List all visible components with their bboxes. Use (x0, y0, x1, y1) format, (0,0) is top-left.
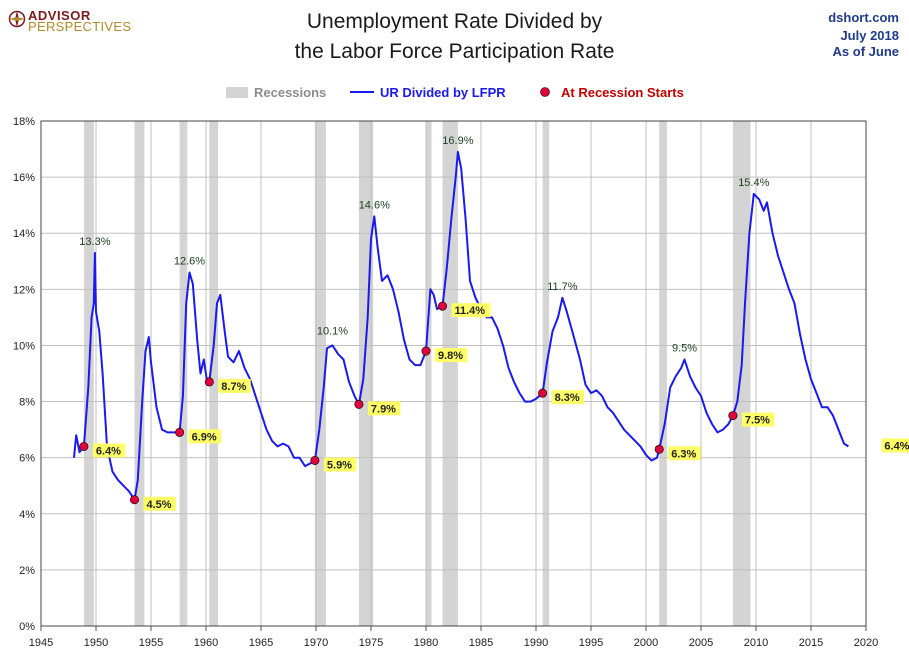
y-tick-label: 0% (19, 621, 35, 633)
recession-band (358, 121, 374, 626)
recession-start-label-background (451, 303, 491, 318)
y-tick-label: 14% (13, 228, 35, 240)
source-site: dshort.com (828, 10, 899, 25)
recession-start-label: 6.9% (192, 431, 217, 443)
legend-recessions-swatch (226, 87, 248, 98)
x-tick-label: 1965 (249, 637, 273, 649)
legend-recessions-label: Recessions (254, 85, 326, 100)
recession-start-marker (437, 301, 447, 311)
chart-title-line-2: the Labor Force Participation Rate (294, 40, 615, 63)
latest-value-label-background (881, 438, 909, 453)
y-tick-label: 2% (19, 565, 35, 577)
recession-band (134, 121, 145, 626)
peak-label: 9.5% (672, 342, 697, 354)
recession-band (442, 121, 458, 626)
recession-start-label-background (551, 390, 584, 405)
x-tick-label: 1985 (469, 637, 493, 649)
source-as-of: As of June (832, 44, 899, 59)
peak-label: 14.6% (359, 199, 390, 211)
x-tick-label: 1955 (139, 637, 163, 649)
recession-start-label-background (741, 412, 775, 427)
recession-start-marker (728, 411, 738, 421)
x-tick-label: 1970 (304, 637, 328, 649)
recession-start-label-background (323, 457, 357, 472)
chart-title-line-1: Unemployment Rate Divided by (306, 10, 603, 33)
recession-start-label: 8.7% (221, 381, 246, 393)
recession-start-label-background (435, 348, 468, 363)
peak-label: 12.6% (174, 256, 205, 268)
recession-start-marker (538, 388, 548, 398)
recession-start-marker (421, 346, 431, 356)
x-tick-label: 1975 (359, 637, 383, 649)
recession-start-label-background (143, 496, 176, 511)
legend-marker-label: At Recession Starts (561, 85, 684, 100)
y-tick-label: 12% (13, 284, 35, 296)
recession-start-marker (204, 377, 214, 387)
recession-start-label-background (92, 443, 126, 458)
y-tick-label: 8% (19, 397, 35, 409)
recession-start-label: 7.9% (371, 403, 396, 415)
recession-band (426, 121, 432, 626)
y-tick-label: 6% (19, 453, 35, 465)
peak-label: 15.4% (738, 177, 769, 189)
y-tick-label: 16% (13, 172, 35, 184)
x-tick-label: 2010 (744, 637, 768, 649)
recession-start-label: 8.3% (555, 392, 580, 404)
recession-start-label: 7.5% (745, 415, 770, 427)
recession-start-marker (354, 399, 364, 409)
y-tick-label: 4% (19, 509, 35, 521)
source-date: July 2018 (840, 28, 899, 43)
x-tick-label: 1960 (194, 637, 218, 649)
logo-text-perspectives: PERSPECTIVES (28, 19, 132, 34)
plot-area: 0% 2% 4% 6% 8% 10% 12% 14% 16% 18% 1945 1950 1955 196… (13, 116, 909, 649)
compass-icon (8, 10, 26, 28)
recession-start-marker (310, 455, 320, 465)
legend-series-label: UR Divided by LFPR (380, 85, 506, 100)
recession-band (659, 121, 667, 626)
x-tick-label: 2000 (634, 637, 658, 649)
logo-text-advisor: ADVISOR (28, 8, 91, 23)
recession-start-marker (175, 427, 185, 437)
recession-start-marker (130, 495, 140, 505)
recession-start-label-background (668, 446, 701, 461)
recession-band (732, 121, 751, 626)
x-tick-label: 2015 (799, 637, 823, 649)
recession-band (209, 121, 219, 626)
peak-label: 10.1% (317, 326, 348, 338)
recession-start-marker (79, 441, 89, 451)
series-line-ur-divided-by-lfpr (73, 150, 849, 501)
recession-start-label-background (188, 429, 221, 444)
peak-label: 13.3% (79, 236, 110, 248)
x-tick-label: 1945 (29, 637, 53, 649)
y-tick-label: 10% (13, 340, 35, 352)
legend-marker-swatch (540, 87, 550, 97)
recession-start-label: 5.9% (327, 459, 352, 471)
x-tick-label: 1980 (414, 637, 438, 649)
recession-start-label: 11.4% (455, 305, 486, 317)
x-tick-label: 1995 (579, 637, 603, 649)
recession-start-label: 9.8% (438, 350, 463, 362)
x-tick-label: 2020 (854, 637, 878, 649)
x-tick-label: 1950 (84, 637, 108, 649)
legend: Recessions UR Divided by LFPR At Recessi… (226, 85, 684, 100)
recession-band (314, 121, 326, 626)
latest-value-label: 6.4% (884, 440, 909, 452)
plot-border (40, 120, 867, 627)
recession-start-label: 6.3% (671, 448, 696, 460)
recession-start-label: 4.5% (147, 499, 172, 511)
recession-start-label: 6.4% (96, 445, 121, 457)
recession-start-marker (654, 444, 664, 454)
recession-start-label-background (218, 378, 251, 393)
peak-label: 16.9% (442, 135, 473, 147)
peak-label: 11.7% (547, 281, 578, 293)
x-tick-label: 1990 (524, 637, 548, 649)
x-tick-label: 2005 (689, 637, 713, 649)
y-tick-label: 18% (13, 116, 35, 128)
recession-start-label-background (367, 401, 401, 416)
